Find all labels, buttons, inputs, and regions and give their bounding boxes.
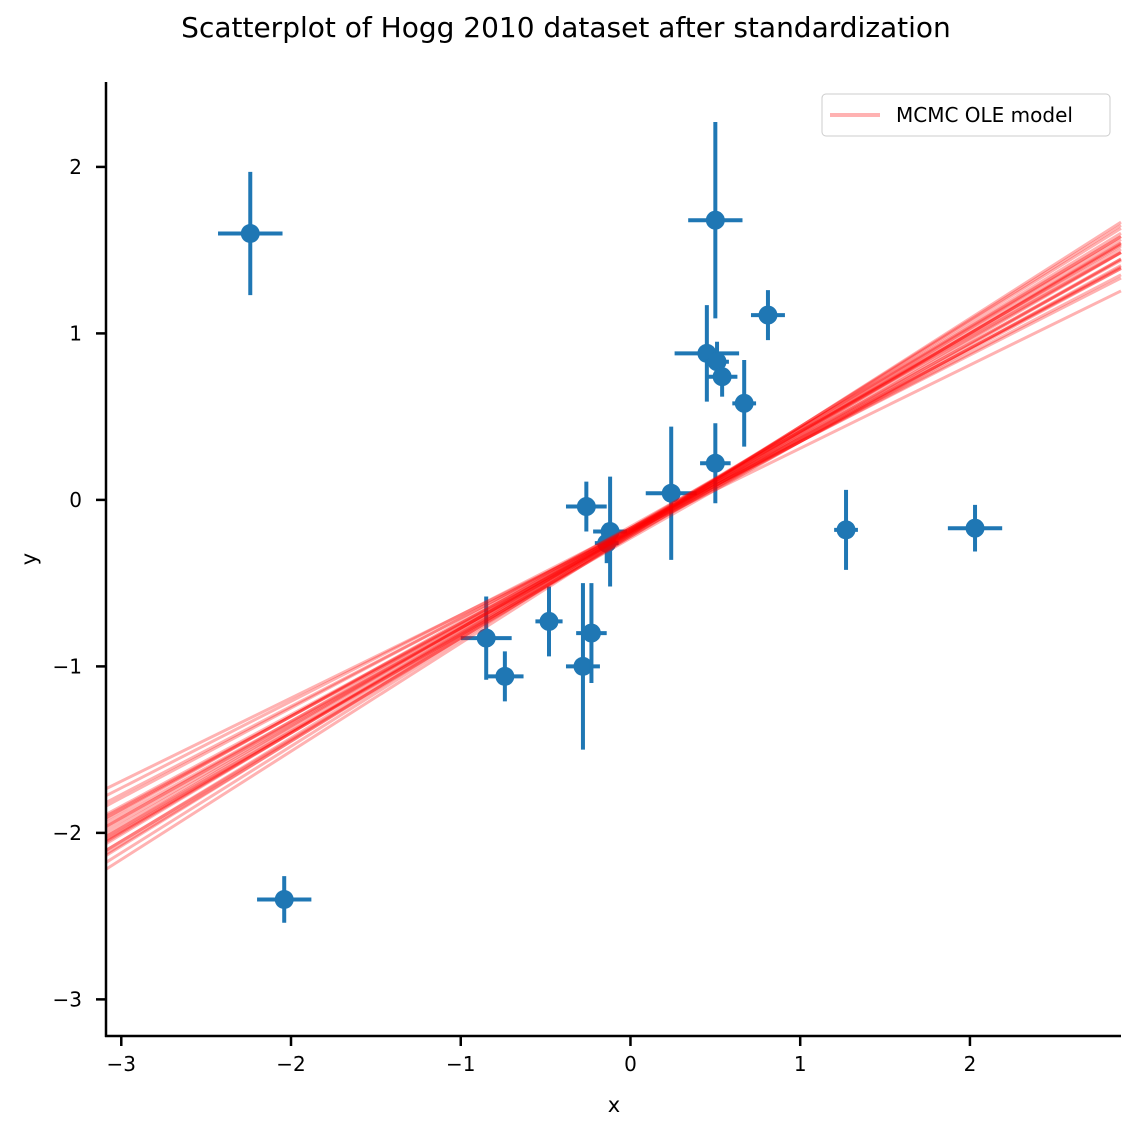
point-marker (576, 497, 596, 517)
x-tick-label: 2 (964, 1052, 977, 1076)
point-marker (734, 393, 754, 413)
x-tick-label: 0 (624, 1052, 637, 1076)
point-marker (476, 628, 496, 648)
model-lines (105, 220, 1122, 871)
model-line (105, 244, 1122, 835)
model-line (105, 223, 1122, 864)
data-point (706, 356, 738, 397)
data-point (535, 586, 563, 657)
data-point (565, 583, 600, 750)
model-line (105, 289, 1122, 791)
point-marker (495, 666, 515, 686)
model-line (105, 251, 1122, 842)
point-marker (758, 305, 778, 325)
model-line (105, 257, 1122, 828)
x-tick-label: −1 (446, 1052, 475, 1076)
chart-title: Scatterplot of Hogg 2010 dataset after s… (181, 11, 951, 44)
data-point (947, 504, 1003, 552)
data-point (674, 305, 740, 402)
point-marker (705, 210, 725, 230)
data-point (486, 651, 524, 702)
data-point (565, 481, 607, 532)
model-line (105, 250, 1122, 822)
model-line (105, 267, 1122, 808)
point-marker (539, 611, 559, 631)
point-marker (705, 453, 725, 473)
data-points (218, 121, 1003, 923)
point-marker (581, 623, 601, 643)
point-marker (836, 520, 856, 540)
model-line (105, 257, 1122, 838)
model-line (105, 231, 1122, 852)
axes: −3 −2 −1 0 1 2 −3 −2 −1 0 1 2 (53, 82, 1121, 1076)
model-line (105, 220, 1122, 871)
data-point (645, 426, 697, 560)
model-line (105, 227, 1122, 857)
x-tick-label: 1 (794, 1052, 807, 1076)
model-line (105, 241, 1122, 842)
y-tick-label: −3 (53, 987, 82, 1011)
y-axis-label: y (17, 553, 41, 565)
point-marker (661, 483, 681, 503)
data-point (700, 423, 731, 504)
point-marker (965, 518, 985, 538)
x-tick-label: −3 (107, 1052, 136, 1076)
point-marker (240, 224, 260, 244)
model-line (105, 238, 1122, 839)
legend-box (821, 93, 1111, 137)
y-tick-label: −2 (53, 821, 82, 845)
y-tick-label: 0 (69, 488, 82, 512)
model-line (105, 235, 1122, 845)
model-line (105, 235, 1122, 856)
model-line (105, 267, 1122, 818)
data-point (750, 290, 785, 341)
data-point (834, 489, 858, 570)
data-point (594, 523, 619, 564)
model-line (105, 259, 1122, 820)
data-point (732, 360, 757, 447)
data-point (218, 171, 283, 296)
y-tick-label: 1 (69, 321, 82, 345)
model-line (105, 243, 1122, 844)
legend-label: MCMC OLE model (896, 103, 1073, 127)
data-point (688, 121, 743, 319)
model-line (105, 247, 1122, 828)
point-marker (573, 656, 593, 676)
y-tick-label: 2 (69, 155, 82, 179)
legend: MCMC OLE model (821, 93, 1111, 137)
model-line (105, 276, 1122, 798)
model-line (105, 273, 1122, 804)
data-point (460, 596, 512, 680)
point-marker (597, 533, 617, 553)
data-point (576, 583, 607, 684)
x-axis-label: x (608, 1093, 620, 1117)
model-line (105, 265, 1122, 816)
model-line (105, 264, 1122, 825)
data-point (257, 876, 312, 923)
point-marker (712, 367, 732, 387)
model-line (105, 241, 1122, 852)
y-tick-label: −1 (53, 654, 82, 678)
x-tick-label: −2 (276, 1052, 305, 1076)
model-line (105, 251, 1122, 832)
point-marker (274, 889, 294, 909)
